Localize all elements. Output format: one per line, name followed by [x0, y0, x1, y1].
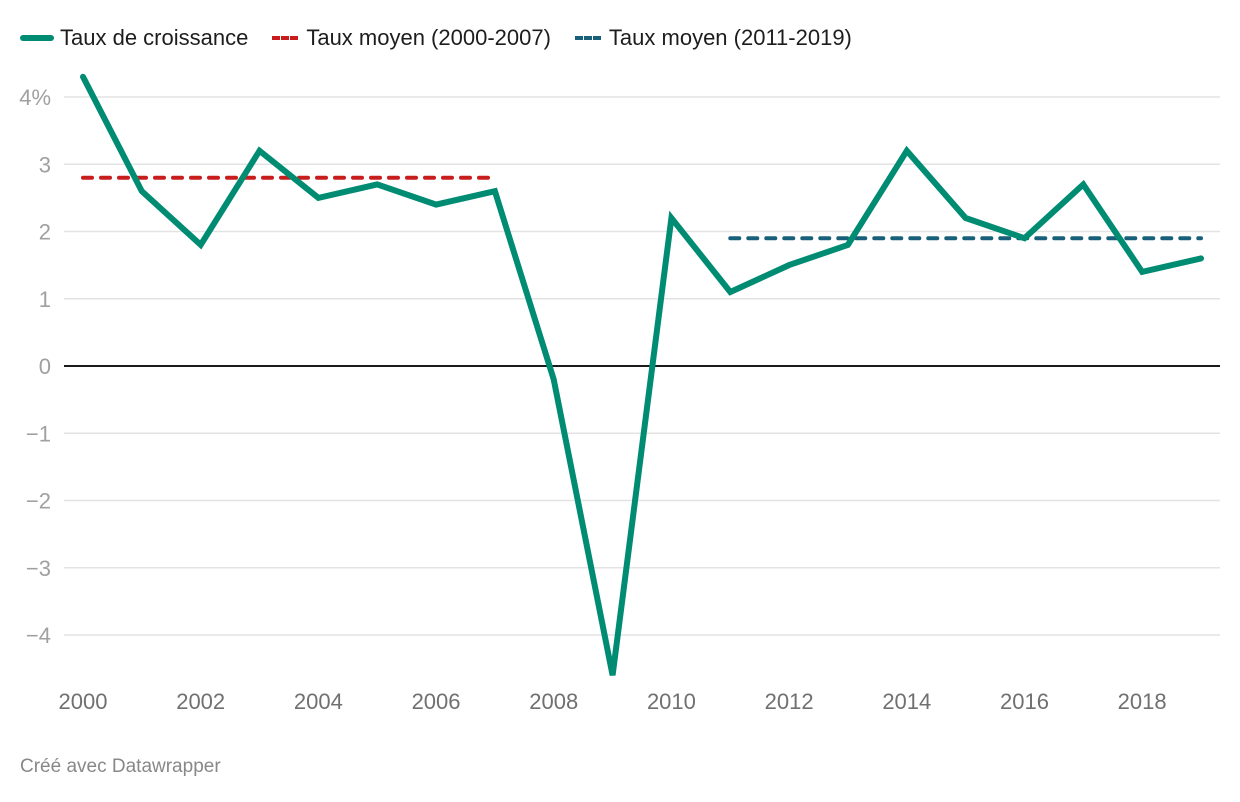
y-tick-label: 0	[39, 354, 51, 379]
y-axis-labels: 4% 3 2 1 0 −1 −2 −3 −4	[19, 85, 51, 648]
y-tick-label: −3	[26, 556, 51, 581]
y-tick-label: −1	[26, 421, 51, 446]
x-axis-labels: 2000 2002 2004 2006 2008 2010 2012 2014 2016 2018	[59, 689, 1167, 714]
x-tick-label: 2018	[1118, 689, 1167, 714]
x-tick-label: 2004	[294, 689, 343, 714]
footer-credit: Créé avec Datawrapper	[20, 756, 221, 777]
x-tick-label: 2008	[529, 689, 578, 714]
x-tick-label: 2016	[1000, 689, 1049, 714]
y-tick-label: −4	[26, 623, 51, 648]
y-tick-label: 1	[39, 287, 51, 312]
legend-label: Taux de croissance	[60, 25, 249, 50]
legend-item-average-2000-2007: Taux moyen (2000-2007)	[272, 25, 551, 51]
chart-legend: Taux de croissance Taux moyen (2000-2007…	[20, 22, 876, 54]
x-tick-label: 2002	[176, 689, 225, 714]
y-tick-label: 2	[39, 220, 51, 245]
y-tick-label: 4%	[19, 85, 51, 110]
legend-label: Taux moyen (2000-2007)	[306, 25, 551, 50]
legend-swatch-dashed-icon	[272, 36, 299, 40]
legend-item-average-2011-2019: Taux moyen (2011-2019)	[574, 25, 852, 51]
legend-swatch-solid-icon	[20, 35, 54, 41]
y-tick-label: 3	[39, 152, 51, 177]
x-tick-label: 2014	[882, 689, 931, 714]
legend-label: Taux moyen (2011-2019)	[608, 25, 852, 50]
x-tick-label: 2006	[412, 689, 461, 714]
growth-rate-line	[80, 73, 1204, 676]
gridlines	[64, 96, 1220, 636]
y-tick-label: −2	[26, 489, 51, 514]
series-group	[80, 73, 1204, 676]
legend-item-growth-rate: Taux de croissance	[20, 25, 248, 51]
legend-swatch-dashed-icon	[574, 36, 601, 40]
x-tick-label: 2000	[59, 689, 108, 714]
x-tick-label: 2012	[765, 689, 814, 714]
x-tick-label: 2010	[647, 689, 696, 714]
